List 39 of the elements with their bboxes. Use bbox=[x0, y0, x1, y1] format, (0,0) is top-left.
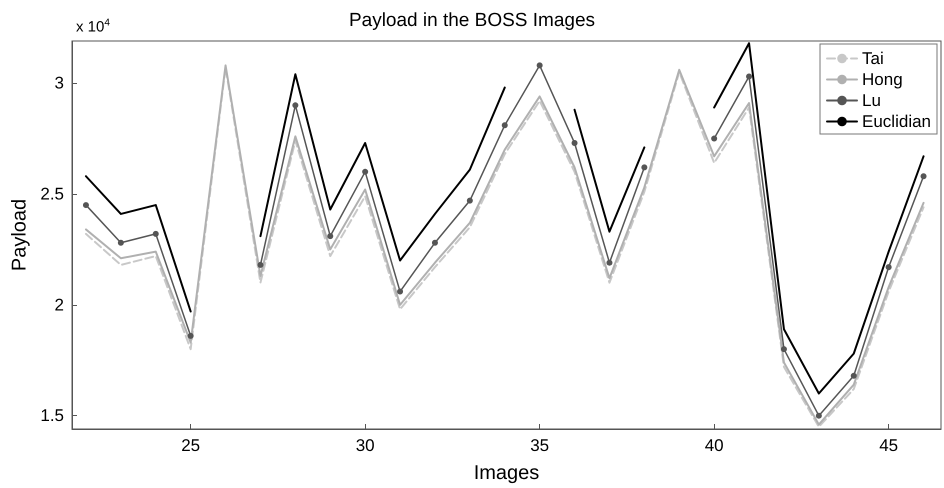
legend-label: Hong bbox=[862, 70, 903, 89]
point bbox=[397, 288, 404, 295]
point bbox=[82, 202, 89, 208]
x-tick-label: 45 bbox=[879, 436, 898, 455]
point bbox=[572, 140, 578, 146]
legend-label: Tai bbox=[862, 49, 884, 68]
point bbox=[641, 164, 648, 170]
point bbox=[188, 332, 194, 339]
y-tick-label: 3 bbox=[54, 74, 64, 93]
point bbox=[257, 262, 264, 268]
x-tick-label: 25 bbox=[181, 436, 200, 455]
x-tick-label: 40 bbox=[704, 436, 724, 455]
point bbox=[536, 62, 543, 68]
y-tick-label: 1.5 bbox=[40, 406, 64, 426]
legend-label: Euclidian bbox=[862, 112, 932, 131]
x-tick-label: 30 bbox=[356, 436, 375, 455]
point bbox=[920, 173, 927, 180]
x-axis-title: Images bbox=[474, 462, 540, 484]
point bbox=[466, 198, 473, 204]
point bbox=[780, 346, 787, 352]
point bbox=[711, 136, 718, 142]
point bbox=[850, 372, 857, 379]
point bbox=[432, 240, 438, 246]
point bbox=[152, 230, 159, 237]
y-axis-title: Payload bbox=[8, 198, 30, 272]
point bbox=[362, 168, 368, 175]
point bbox=[606, 260, 612, 266]
y-tick-label: 2.5 bbox=[40, 184, 64, 204]
chart-title: Payload in the BOSS Images bbox=[348, 10, 596, 31]
point bbox=[886, 264, 892, 270]
point bbox=[118, 240, 124, 246]
legend-label: Lu bbox=[862, 91, 881, 110]
point bbox=[292, 102, 298, 108]
point bbox=[816, 412, 822, 419]
point bbox=[746, 73, 752, 80]
y-tick-label: 2 bbox=[54, 295, 64, 314]
x-tick-label: 35 bbox=[530, 436, 550, 455]
point bbox=[502, 122, 508, 128]
point bbox=[327, 233, 334, 240]
